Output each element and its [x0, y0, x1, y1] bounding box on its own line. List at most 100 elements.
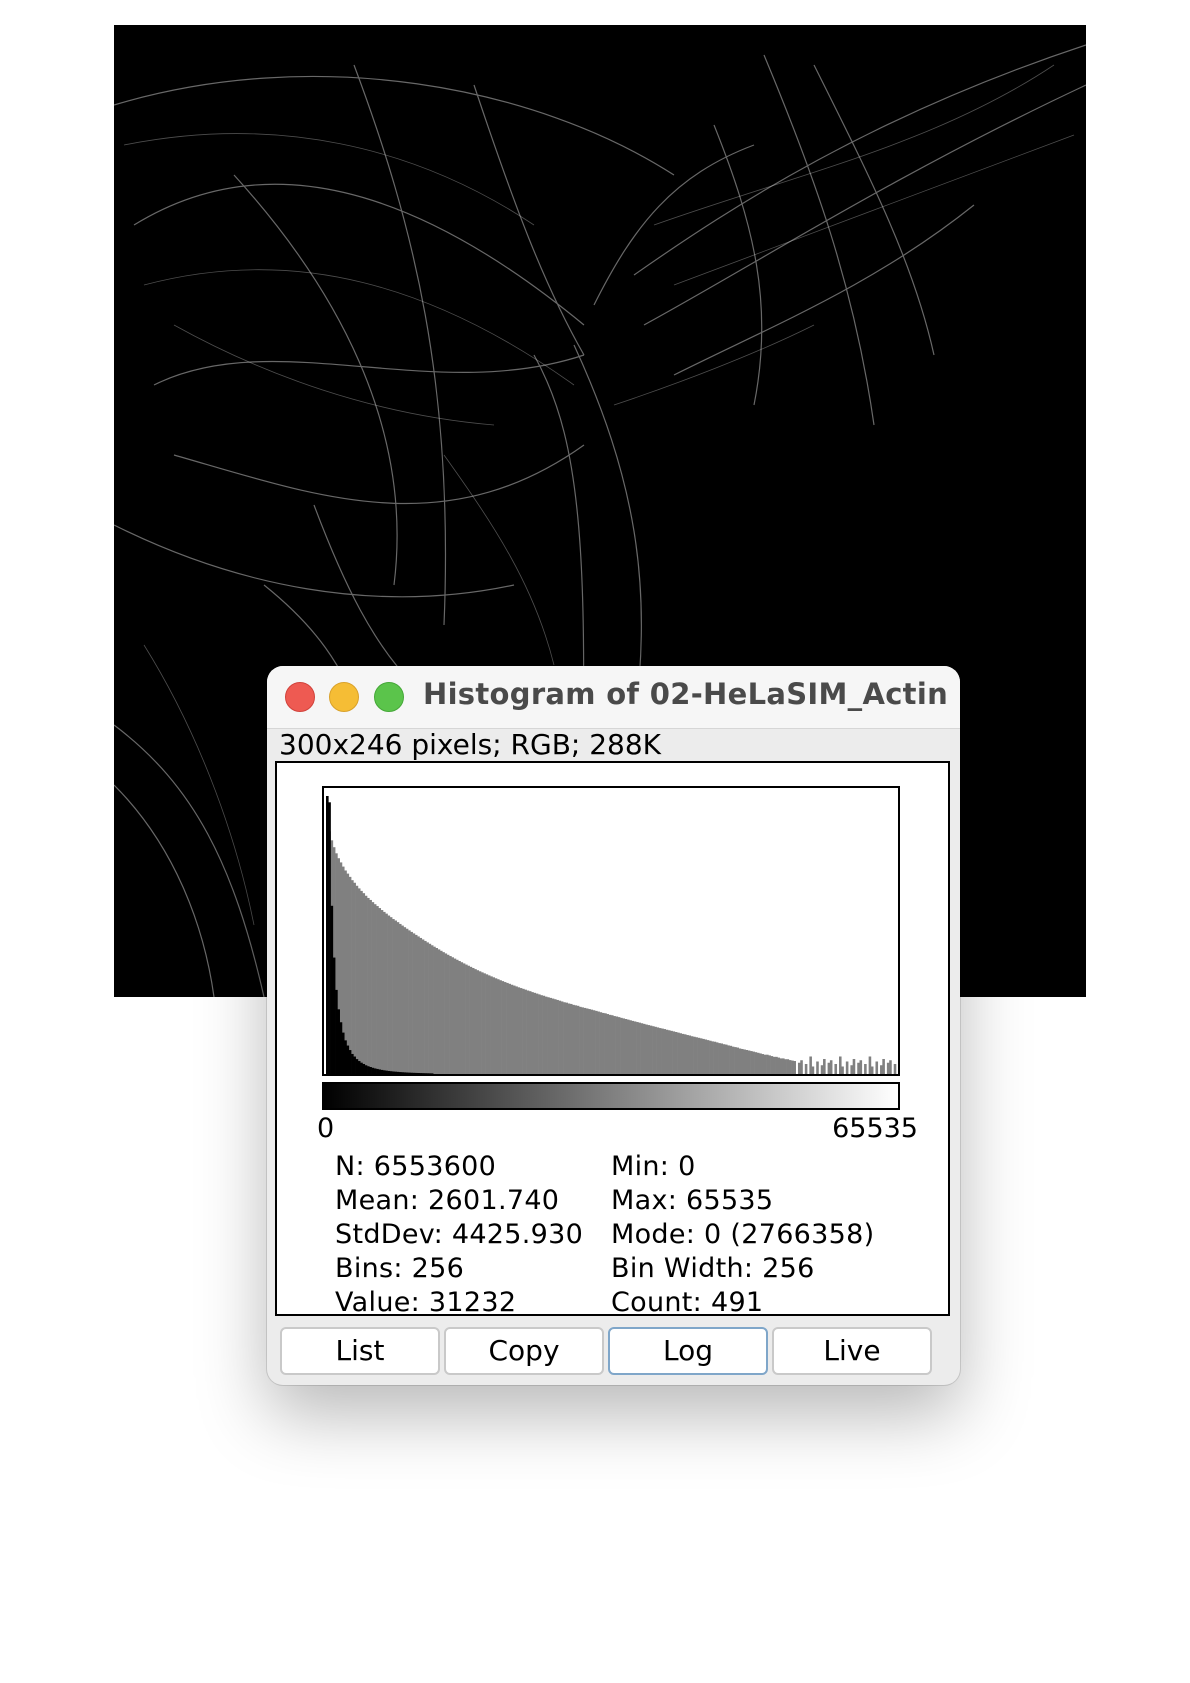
log-bin-bar [490, 976, 493, 1074]
linear-bin-bar [414, 1072, 418, 1074]
linear-bin-bar [419, 1073, 423, 1074]
log-bin-bar [346, 873, 350, 1074]
log-bin-bar [699, 1038, 703, 1074]
log-bin-bar [624, 1019, 628, 1074]
log-bin-bar [421, 939, 425, 1074]
log-bin-bar [403, 927, 407, 1074]
log-bin-bar [670, 1030, 673, 1074]
minimize-window-button[interactable] [329, 682, 359, 712]
log-bin-bar [455, 959, 459, 1074]
linear-bin-bar [335, 989, 338, 1074]
copy-button[interactable]: Copy [444, 1327, 604, 1375]
linear-bin-bar [403, 1072, 407, 1074]
log-bin-bar [640, 1023, 644, 1074]
log-bin-bar [453, 958, 457, 1074]
log-bin-bar [467, 965, 470, 1074]
log-bin-bar [665, 1029, 669, 1074]
log-bin-bar [859, 1060, 863, 1074]
log-bin-bar [373, 904, 377, 1074]
log-bin-bar [341, 866, 345, 1074]
linear-bin-bar [337, 1009, 340, 1074]
linear-bin-bar [373, 1068, 377, 1074]
log-bin-bar [642, 1023, 646, 1074]
log-bin-bar [494, 978, 498, 1074]
log-bin-bar [335, 853, 338, 1074]
log-bin-bar [731, 1046, 735, 1074]
log-button[interactable]: Log [608, 1327, 768, 1375]
log-bin-bar [784, 1059, 787, 1074]
linear-bin-bar [430, 1073, 434, 1074]
linear-bin-bar [332, 957, 336, 1074]
linear-bin-bar [410, 1072, 413, 1074]
log-bin-bar [711, 1041, 714, 1074]
log-bin-bar [752, 1051, 755, 1074]
log-bin-bar [679, 1033, 682, 1074]
log-bin-bar [471, 968, 475, 1074]
live-button[interactable]: Live [772, 1327, 932, 1375]
log-bin-bar [501, 981, 505, 1074]
log-bin-bar [770, 1056, 774, 1074]
log-bin-bar [688, 1035, 692, 1074]
log-bin-bar [544, 996, 548, 1074]
log-bin-bar [569, 1003, 573, 1074]
log-bin-bar [383, 911, 386, 1074]
log-bin-bar [419, 937, 423, 1074]
log-bin-bar [396, 922, 400, 1074]
log-bin-bar [599, 1012, 603, 1074]
log-bin-bar [535, 993, 539, 1074]
log-bin-bar [474, 969, 477, 1074]
log-bin-bar [788, 1060, 792, 1074]
log-bin-bar [668, 1030, 671, 1074]
linear-bin-bar [357, 1061, 361, 1074]
axis-min-label: 0 [317, 1113, 335, 1144]
log-bin-bar [841, 1066, 844, 1074]
log-bin-bar [839, 1056, 842, 1074]
log-bin-bar [572, 1004, 575, 1074]
linear-bin-bar [380, 1069, 384, 1074]
window-title: Histogram of 02-HeLaSIM_Actin [423, 677, 949, 711]
log-bin-bar [398, 923, 402, 1074]
log-bin-bar [772, 1056, 776, 1074]
log-bin-bar [378, 908, 382, 1074]
log-bin-bar [683, 1034, 687, 1074]
log-bin-bar [697, 1037, 701, 1074]
stat-min: Min: 0 [611, 1151, 696, 1182]
list-button[interactable]: List [280, 1327, 440, 1375]
log-bin-bar [355, 885, 359, 1074]
log-bin-bar [353, 882, 356, 1074]
log-bin-bar [702, 1038, 705, 1074]
log-bin-bar [638, 1022, 641, 1074]
log-bin-bar [560, 1001, 564, 1074]
log-bin-bar [809, 1056, 812, 1074]
log-bin-bar [663, 1029, 667, 1074]
linear-bin-bar [383, 1070, 386, 1074]
log-bin-bar [362, 893, 366, 1074]
log-bin-bar [604, 1013, 607, 1074]
stat-stddev: StdDev: 4425.930 [335, 1219, 584, 1250]
log-bin-bar [563, 1002, 566, 1074]
button-row: List Copy Log Live [280, 1327, 950, 1377]
log-bin-bar [435, 948, 439, 1074]
linear-bin-bar [360, 1062, 363, 1074]
log-bin-bar [852, 1058, 856, 1074]
log-bin-bar [538, 994, 541, 1074]
log-bin-bar [727, 1045, 730, 1074]
image-info: 300x246 pixels; RGB; 288K [279, 728, 662, 761]
close-window-button[interactable] [285, 682, 315, 712]
zoom-window-button[interactable] [374, 682, 404, 712]
log-bin-bar [775, 1056, 778, 1074]
log-bin-bar [693, 1036, 696, 1074]
log-bin-bar [387, 915, 391, 1074]
log-bin-bar [531, 992, 534, 1074]
log-bin-bar [558, 1000, 562, 1074]
linear-bin-bar [364, 1065, 368, 1074]
title-bar[interactable]: Histogram of 02-HeLaSIM_Actin [267, 666, 960, 729]
log-bin-bar [674, 1032, 678, 1074]
log-bin-bar [782, 1058, 785, 1074]
linear-bin-bar [344, 1040, 347, 1074]
log-bin-bar [408, 930, 411, 1074]
log-bin-bar [857, 1062, 860, 1074]
log-bin-bar [515, 986, 518, 1074]
log-bin-bar [485, 974, 489, 1074]
log-bin-bar [542, 995, 546, 1074]
